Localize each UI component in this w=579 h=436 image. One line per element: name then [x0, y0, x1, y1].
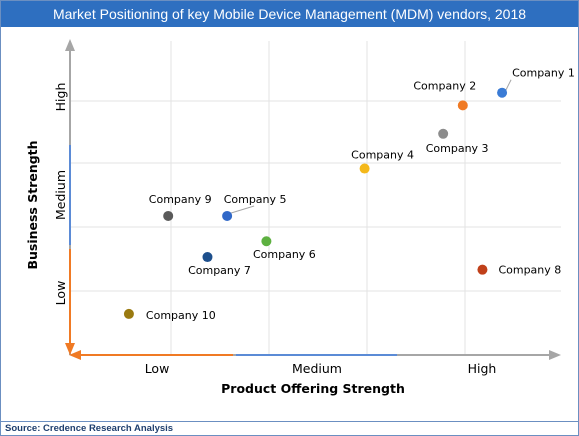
- x-category-medium: Medium: [292, 361, 342, 376]
- company-4-label: Company 4: [351, 149, 414, 162]
- company-5-marker: [222, 210, 233, 221]
- company-2-marker: [457, 100, 468, 111]
- company-3-marker: [438, 128, 449, 139]
- company-4-marker: [359, 163, 370, 174]
- y-axis-down-arrowhead: [65, 343, 75, 355]
- x-category-low: Low: [145, 361, 170, 376]
- company-6-marker: [261, 236, 272, 247]
- company-5-leader-line: [230, 205, 255, 214]
- chart-title: Market Positioning of key Mobile Device …: [1, 1, 578, 27]
- x-axis-arrowhead: [549, 350, 561, 360]
- company-1-label: Company 1: [512, 67, 575, 80]
- company-2-label: Company 2: [413, 79, 476, 92]
- y-axis-title: Business Strength: [25, 140, 40, 269]
- company-10-label: Company 10: [146, 309, 216, 322]
- company-7-label: Company 7: [188, 264, 251, 277]
- company-1-marker: [497, 87, 508, 98]
- y-category-medium: Medium: [53, 170, 68, 220]
- data-points: Company 1 Company 2 Company 3 Company 4 Comp…: [123, 67, 575, 322]
- company-9-marker: [163, 210, 174, 221]
- company-9-label: Company 9: [149, 193, 212, 206]
- company-5-label: Company 5: [224, 193, 287, 206]
- company-3-label: Company 3: [426, 142, 489, 155]
- company-8-marker: [477, 264, 488, 275]
- y-category-high: High: [53, 83, 68, 112]
- company-6-label: Company 6: [253, 248, 316, 261]
- axes: [65, 39, 561, 360]
- gridlines: [70, 41, 561, 355]
- y-category-low: Low: [53, 281, 68, 306]
- x-axis-left-arrowhead: [69, 350, 81, 360]
- plot-area: Low Medium High Low Medium High Product Offe…: [25, 39, 575, 396]
- company-10-marker: [123, 308, 134, 319]
- company-8-label: Company 8: [498, 264, 561, 277]
- company-1-leader-line: [505, 79, 512, 90]
- source-note: Source: Credence Research Analysis: [1, 421, 578, 435]
- x-category-high: High: [468, 361, 497, 376]
- company-7-marker: [202, 252, 213, 263]
- x-axis-title: Product Offering Strength: [221, 381, 405, 396]
- y-category-labels: Low Medium High: [53, 83, 68, 306]
- x-category-labels: Low Medium High: [145, 361, 497, 376]
- y-axis-arrowhead: [65, 39, 75, 51]
